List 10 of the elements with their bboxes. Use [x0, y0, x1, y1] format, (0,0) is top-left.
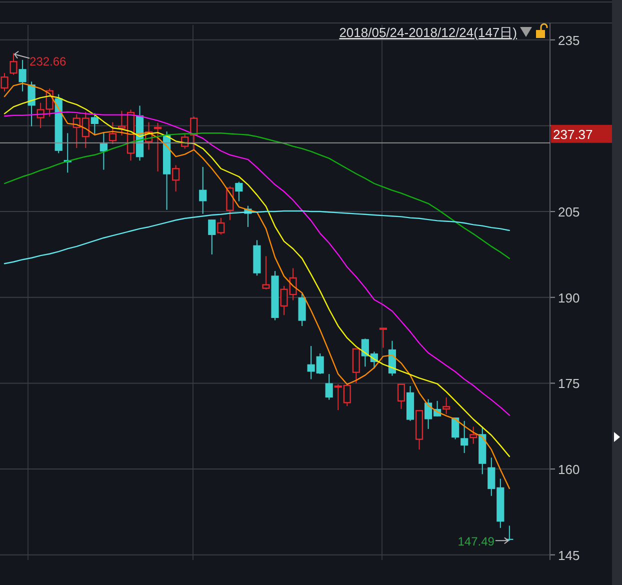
- y-tick-label: 205: [558, 204, 580, 220]
- y-tick-label: 235: [558, 32, 580, 48]
- annotation: 232.66: [30, 54, 67, 68]
- chart-title: 2018/05/24-2018/12/24(147日): [339, 25, 517, 40]
- y-tick-label: 175: [558, 376, 580, 392]
- y-tick-label: 190: [558, 290, 580, 306]
- text: 237.37: [553, 126, 593, 142]
- y-tick-label: 145: [558, 548, 580, 563]
- y-tick-label: 160: [558, 462, 580, 478]
- annotation: 147.49: [458, 534, 495, 549]
